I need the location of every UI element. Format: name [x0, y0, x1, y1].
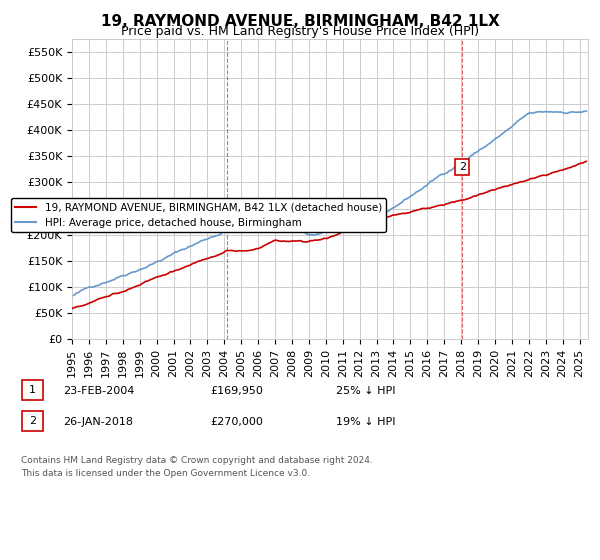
Text: 2: 2 [459, 162, 466, 172]
Text: 26-JAN-2018: 26-JAN-2018 [63, 417, 133, 427]
Text: 19, RAYMOND AVENUE, BIRMINGHAM, B42 1LX: 19, RAYMOND AVENUE, BIRMINGHAM, B42 1LX [101, 14, 499, 29]
Text: Price paid vs. HM Land Registry's House Price Index (HPI): Price paid vs. HM Land Registry's House … [121, 25, 479, 38]
Text: £169,950: £169,950 [210, 386, 263, 396]
Text: 23-FEB-2004: 23-FEB-2004 [63, 386, 134, 396]
Text: 19% ↓ HPI: 19% ↓ HPI [336, 417, 395, 427]
Text: This data is licensed under the Open Government Licence v3.0.: This data is licensed under the Open Gov… [21, 469, 310, 478]
Text: 1: 1 [29, 385, 36, 395]
Text: 1: 1 [223, 214, 230, 224]
Text: 25% ↓ HPI: 25% ↓ HPI [336, 386, 395, 396]
Text: Contains HM Land Registry data © Crown copyright and database right 2024.: Contains HM Land Registry data © Crown c… [21, 456, 373, 465]
Text: 2: 2 [29, 416, 36, 426]
Legend: 19, RAYMOND AVENUE, BIRMINGHAM, B42 1LX (detached house), HPI: Average price, de: 19, RAYMOND AVENUE, BIRMINGHAM, B42 1LX … [11, 198, 386, 232]
Text: £270,000: £270,000 [210, 417, 263, 427]
